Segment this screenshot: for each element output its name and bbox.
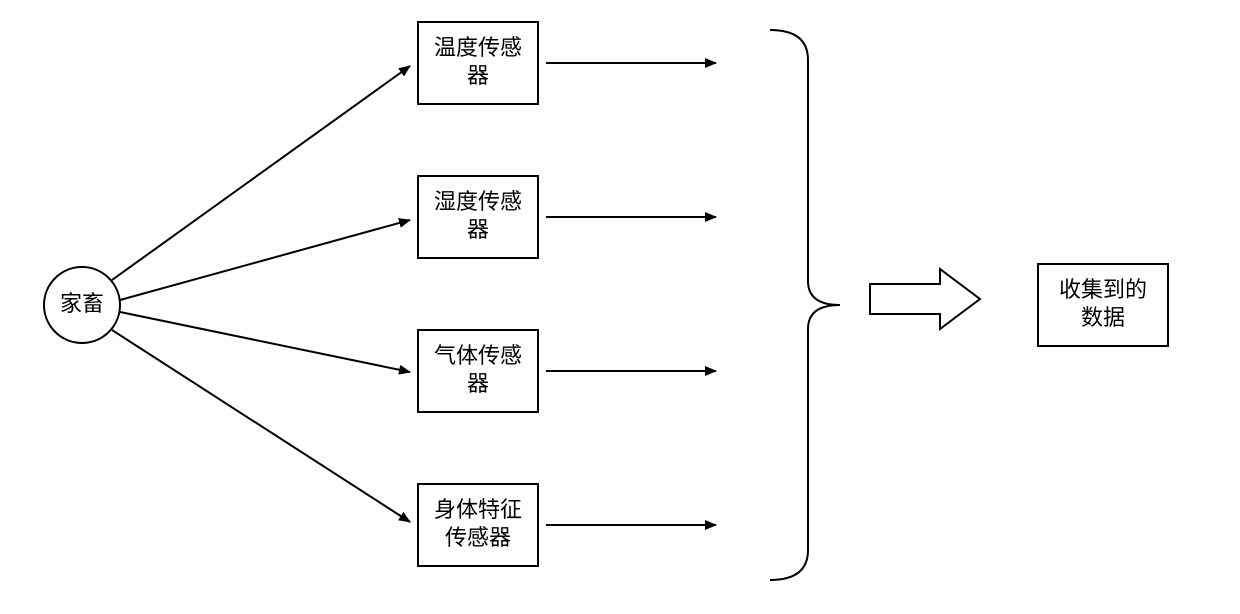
body-sensor-label-2: 传感器 <box>445 525 511 550</box>
brace <box>770 30 840 580</box>
humid-sensor-label-2: 器 <box>467 217 489 242</box>
temp-sensor-label-1: 温度传感 <box>434 35 522 60</box>
output-label-1: 收集到的 <box>1059 277 1147 302</box>
diagram-canvas: 家畜温度传感器湿度传感器气体传感器身体特征传感器收集到的数据 <box>0 0 1240 614</box>
block-arrow <box>870 269 980 329</box>
gas-sensor-label-1: 气体传感 <box>434 343 522 368</box>
gas-sensor-label-2: 器 <box>467 371 489 396</box>
humid-sensor-label-1: 湿度传感 <box>434 189 522 214</box>
livestock-label: 家畜 <box>60 291 104 316</box>
fan-arrow <box>112 330 410 522</box>
body-sensor-label-1: 身体特征 <box>434 497 522 522</box>
fan-arrow <box>112 66 410 280</box>
output-label-2: 数据 <box>1081 305 1125 330</box>
temp-sensor-label-2: 器 <box>467 63 489 88</box>
fan-arrow <box>120 220 410 300</box>
